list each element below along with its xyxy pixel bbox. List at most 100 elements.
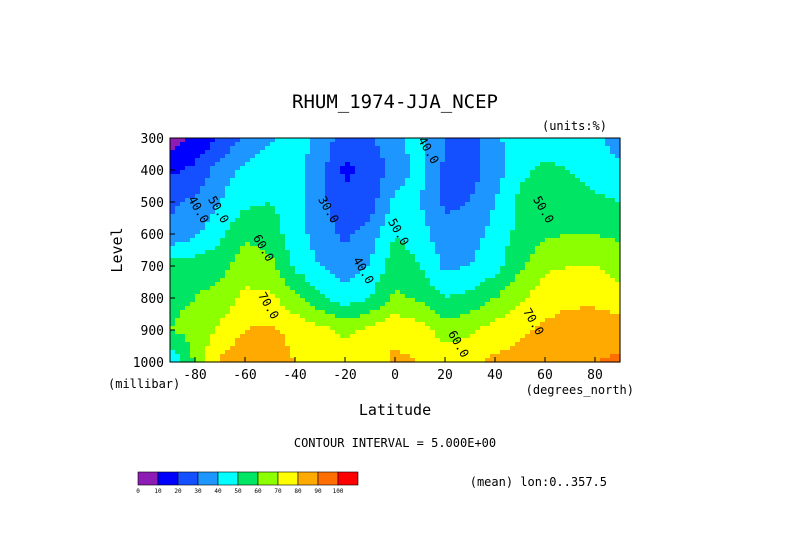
heatmap-cell: [270, 166, 276, 171]
heatmap-cell: [520, 210, 526, 215]
heatmap-cell: [375, 202, 381, 207]
heatmap-cell: [355, 250, 361, 255]
heatmap-cell: [550, 306, 556, 311]
heatmap-cell: [375, 234, 381, 239]
heatmap-cell: [360, 310, 366, 315]
heatmap-cell: [350, 258, 356, 263]
heatmap-cell: [570, 178, 576, 183]
heatmap-cell: [210, 194, 216, 199]
heatmap-cell: [225, 246, 231, 251]
heatmap-cell: [505, 178, 511, 183]
heatmap-cell: [485, 194, 491, 199]
heatmap-cell: [260, 318, 266, 323]
heatmap-cell: [295, 254, 301, 259]
heatmap-cell: [350, 242, 356, 247]
heatmap-cell: [525, 282, 531, 287]
heatmap-cell: [460, 278, 466, 283]
heatmap-cell: [445, 318, 451, 323]
heatmap-cell: [485, 190, 491, 195]
heatmap-cell: [355, 294, 361, 299]
heatmap-cell: [350, 170, 356, 175]
heatmap-cell: [445, 242, 451, 247]
heatmap-cell: [520, 286, 526, 291]
heatmap-cell: [365, 182, 371, 187]
heatmap-cell: [270, 358, 276, 363]
heatmap-cell: [585, 302, 591, 307]
heatmap-cell: [180, 294, 186, 299]
heatmap-cell: [315, 146, 321, 151]
heatmap-cell: [220, 350, 226, 355]
heatmap-cell: [175, 226, 181, 231]
heatmap-cell: [250, 202, 256, 207]
heatmap-cell: [450, 338, 456, 343]
heatmap-cell: [335, 246, 341, 251]
heatmap-cell: [175, 358, 181, 363]
heatmap-cell: [290, 250, 296, 255]
heatmap-cell: [455, 150, 461, 155]
heatmap-cell: [225, 334, 231, 339]
heatmap-cell: [525, 314, 531, 319]
heatmap-cell: [540, 266, 546, 271]
heatmap-cell: [325, 226, 331, 231]
heatmap-cell: [280, 166, 286, 171]
heatmap-cell: [560, 150, 566, 155]
heatmap-cell: [190, 350, 196, 355]
heatmap-cell: [330, 258, 336, 263]
heatmap-cell: [170, 250, 176, 255]
heatmap-cell: [530, 202, 536, 207]
heatmap-cell: [225, 142, 231, 147]
heatmap-cell: [295, 266, 301, 271]
heatmap-cell: [340, 158, 346, 163]
heatmap-cell: [550, 166, 556, 171]
heatmap-cell: [180, 170, 186, 175]
heatmap-cell: [500, 282, 506, 287]
heatmap-cell: [420, 274, 426, 279]
heatmap-cell: [440, 138, 446, 143]
heatmap-cell: [375, 150, 381, 155]
heatmap-cell: [455, 222, 461, 227]
heatmap-cell: [605, 250, 611, 255]
heatmap-cell: [360, 162, 366, 167]
heatmap-cell: [290, 354, 296, 359]
heatmap-cell: [330, 182, 336, 187]
heatmap-cell: [295, 238, 301, 243]
heatmap-cell: [455, 342, 461, 347]
heatmap-cell: [530, 322, 536, 327]
heatmap-cell: [255, 190, 261, 195]
heatmap-cell: [320, 314, 326, 319]
heatmap-cell: [300, 202, 306, 207]
heatmap-cell: [360, 286, 366, 291]
heatmap-cell: [295, 138, 301, 143]
heatmap-cell: [300, 182, 306, 187]
heatmap-cell: [205, 218, 211, 223]
heatmap-cell: [490, 202, 496, 207]
heatmap-cell: [440, 214, 446, 219]
heatmap-cell: [395, 274, 401, 279]
heatmap-cell: [500, 354, 506, 359]
heatmap-cell: [540, 230, 546, 235]
heatmap-cell: [190, 314, 196, 319]
heatmap-cell: [570, 346, 576, 351]
heatmap-cell: [455, 274, 461, 279]
heatmap-cell: [205, 222, 211, 227]
heatmap-cell: [345, 302, 351, 307]
heatmap-cell: [485, 346, 491, 351]
heatmap-cell: [465, 298, 471, 303]
heatmap-cell: [590, 146, 596, 151]
heatmap-cell: [295, 210, 301, 215]
heatmap-cell: [575, 210, 581, 215]
heatmap-cell: [180, 178, 186, 183]
heatmap-cell: [445, 322, 451, 327]
heatmap-cell: [205, 290, 211, 295]
heatmap-cell: [415, 234, 421, 239]
heatmap-cell: [525, 298, 531, 303]
heatmap-cell: [575, 142, 581, 147]
heatmap-cell: [305, 182, 311, 187]
heatmap-cell: [365, 202, 371, 207]
heatmap-cell: [310, 342, 316, 347]
heatmap-cell: [425, 254, 431, 259]
heatmap-cell: [600, 242, 606, 247]
heatmap-cell: [420, 302, 426, 307]
heatmap-cell: [335, 222, 341, 227]
heatmap-cell: [410, 322, 416, 327]
